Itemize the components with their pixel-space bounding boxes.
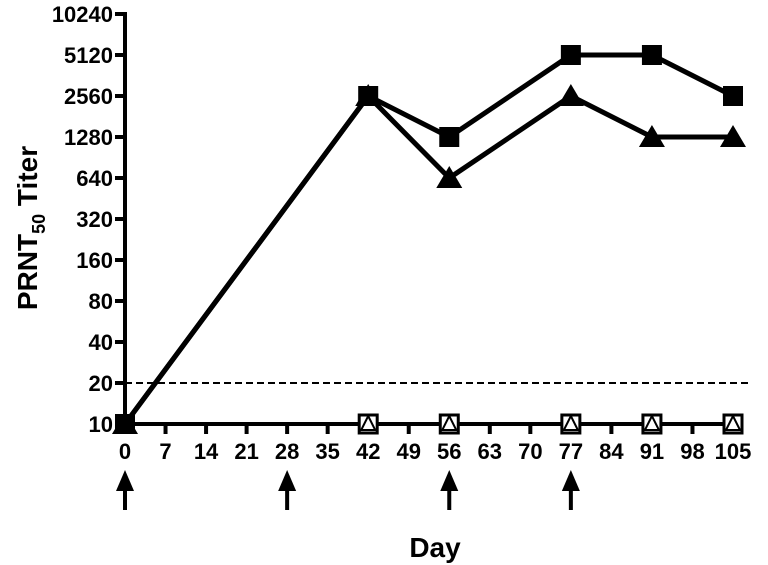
- data-point-open-triangle: [724, 413, 742, 431]
- series-line: [122, 93, 733, 426]
- x-tick-label: 28: [275, 439, 299, 464]
- data-point-triangle: [112, 412, 138, 434]
- y-tick-label: 640: [76, 166, 113, 191]
- x-tick-label: 7: [159, 439, 171, 464]
- y-tick-label: 80: [89, 289, 113, 314]
- y-tick-label: 10: [89, 412, 113, 437]
- data-point-square: [723, 86, 743, 106]
- data-point-square: [641, 45, 662, 65]
- series-line: [122, 52, 735, 426]
- y-axis-title: PRNT50 Titer: [12, 146, 49, 310]
- y-axis-title-subscript: 50: [29, 214, 49, 234]
- y-axis-title-suffix: Titer: [12, 146, 43, 214]
- data-point-triangle: [720, 125, 746, 147]
- x-tick-label: 14: [194, 439, 219, 464]
- x-tick-label: 0: [119, 439, 131, 464]
- data-point-square: [560, 45, 581, 65]
- x-tick-label: 70: [518, 439, 542, 464]
- vaccination-arrow-head: [561, 470, 580, 491]
- data-point-open-triangle: [359, 413, 377, 431]
- x-tick-label: 42: [356, 439, 380, 464]
- data-point-triangle: [436, 166, 463, 188]
- x-tick-label: 77: [559, 439, 583, 464]
- vaccination-arrow-head: [440, 470, 459, 491]
- data-point-open-triangle: [643, 413, 661, 431]
- y-tick-label: 320: [76, 207, 113, 232]
- y-tick-label: 160: [76, 248, 113, 273]
- y-tick-label: 2560: [64, 84, 113, 109]
- y-tick-label: 10240: [52, 2, 113, 27]
- y-tick-label: 20: [89, 371, 113, 396]
- x-tick-label: 35: [315, 439, 339, 464]
- x-tick-label: 84: [599, 439, 624, 464]
- x-tick-label: 98: [680, 439, 704, 464]
- x-tick-label: 21: [234, 439, 258, 464]
- x-tick-label: 63: [478, 439, 502, 464]
- data-point-triangle: [638, 125, 665, 147]
- y-axis-title-main: PRNT: [12, 234, 43, 310]
- data-point-square: [439, 127, 460, 147]
- y-tick-label: 40: [89, 330, 113, 355]
- x-tick-label: 91: [640, 439, 664, 464]
- data-point-open-triangle: [440, 413, 458, 431]
- x-tick-label: 105: [715, 439, 752, 464]
- x-tick-label: 49: [396, 439, 420, 464]
- x-tick-label: 56: [437, 439, 461, 464]
- y-tick-label: 5120: [64, 43, 113, 68]
- y-tick-label: 1280: [64, 125, 113, 150]
- vaccination-arrow-head: [116, 470, 134, 491]
- vaccination-arrow-head: [278, 470, 297, 491]
- x-axis-title: Day: [409, 532, 461, 563]
- data-point-triangle: [557, 84, 584, 106]
- data-point-open-triangle: [562, 413, 580, 431]
- data-point-triangle: [355, 84, 382, 106]
